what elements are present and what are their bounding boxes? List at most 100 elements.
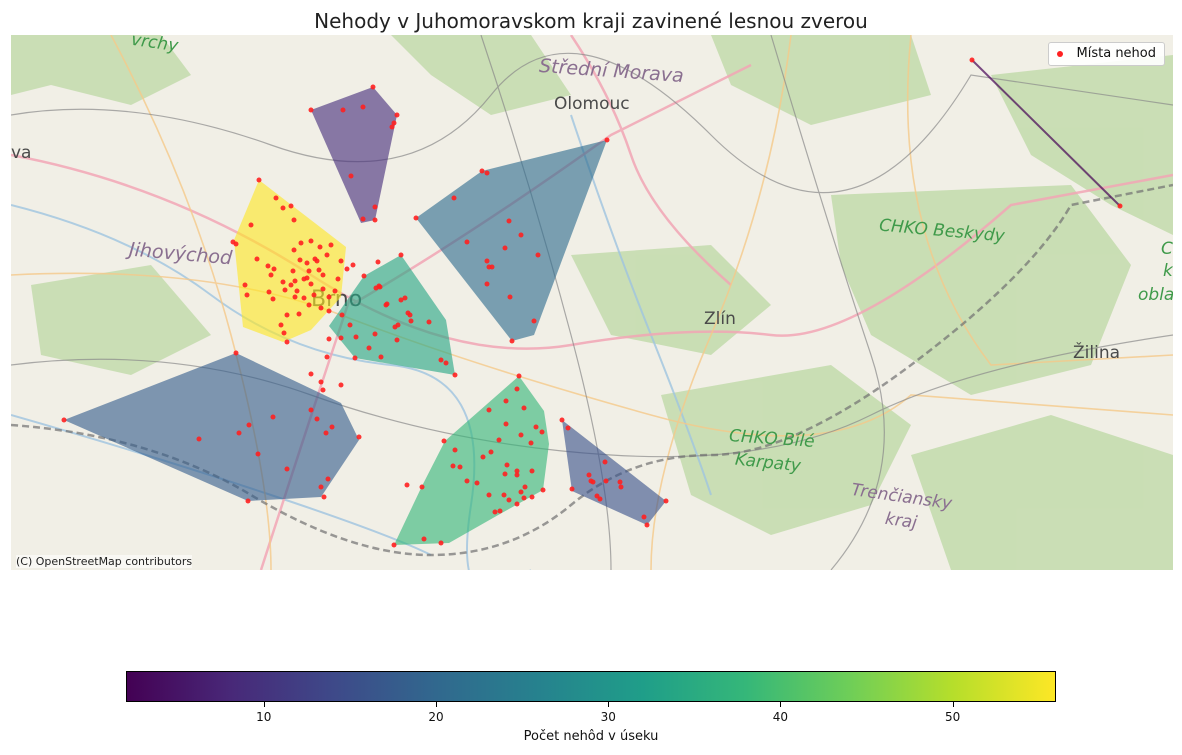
accident-point <box>292 294 298 300</box>
accident-point <box>291 247 297 253</box>
accident-point <box>441 438 447 444</box>
region-purple-north <box>311 87 397 223</box>
accident-point <box>486 264 492 270</box>
accident-point <box>323 430 329 436</box>
accident-point <box>586 472 592 478</box>
accident-point <box>61 417 67 423</box>
accident-point <box>328 242 334 248</box>
accident-point <box>486 492 492 498</box>
map-label-va: va <box>11 143 32 163</box>
accident-point <box>318 484 324 490</box>
accident-overlay <box>61 57 1123 548</box>
accident-point <box>311 292 317 298</box>
accident-point <box>255 451 261 457</box>
accident-point <box>326 308 332 314</box>
accident-point <box>273 195 279 201</box>
accident-point <box>294 288 300 294</box>
colorbar-tick-label: 10 <box>256 710 272 724</box>
accident-point <box>398 297 404 303</box>
accident-point <box>242 282 248 288</box>
accident-point <box>450 463 456 469</box>
accident-point <box>419 484 425 490</box>
accident-point <box>474 480 480 486</box>
accident-point <box>514 472 520 478</box>
accident-point <box>306 268 312 274</box>
accident-point <box>301 276 307 282</box>
accident-point <box>266 289 272 295</box>
accident-point <box>270 414 276 420</box>
accident-point <box>256 177 262 183</box>
accident-point <box>395 322 401 328</box>
accident-point <box>233 350 239 356</box>
accident-point <box>539 429 545 435</box>
accident-point <box>464 239 470 245</box>
accident-point <box>443 360 449 366</box>
region-blue-northeast <box>416 140 607 341</box>
accident-point <box>507 294 513 300</box>
accident-point <box>332 288 338 294</box>
region-teal-brno <box>329 255 455 375</box>
accident-point <box>278 322 284 328</box>
accident-point <box>304 260 310 266</box>
accident-point <box>370 84 376 90</box>
accident-point <box>375 259 381 265</box>
accident-point <box>316 267 322 273</box>
colorbar-tick <box>608 702 610 707</box>
accident-point <box>509 338 515 344</box>
accident-point <box>318 379 324 385</box>
accident-point <box>308 407 314 413</box>
accident-point <box>296 311 302 317</box>
accident-point <box>391 120 397 126</box>
accident-point <box>353 334 359 340</box>
accident-point <box>248 222 254 228</box>
accident-point <box>314 416 320 422</box>
accident-point <box>404 482 410 488</box>
accident-point <box>506 218 512 224</box>
accident-point <box>641 514 647 520</box>
legend-label: Místa nehod <box>1076 46 1156 61</box>
accident-point <box>297 257 303 263</box>
accident-point <box>540 487 546 493</box>
accident-point <box>514 386 520 392</box>
accident-point <box>290 268 296 274</box>
accident-point <box>518 489 524 495</box>
accident-point <box>335 276 341 282</box>
accident-point <box>292 278 298 284</box>
map-title: Nehody v Juhomoravskom kraji zavinené le… <box>314 9 868 33</box>
accident-point <box>394 337 400 343</box>
accident-point <box>308 371 314 377</box>
map-label-zilina: Žilina <box>1073 343 1121 363</box>
accident-point <box>339 312 345 318</box>
legend: Místa nehod <box>1047 42 1165 66</box>
accident-point <box>245 498 251 504</box>
map-area[interactable]: vrchy va Střední Morava Olomouc CHKO Bes… <box>11 35 1173 570</box>
map-label-ch: CH <box>1161 239 1173 259</box>
accident-point <box>320 387 326 393</box>
accident-point <box>569 486 575 492</box>
accident-point <box>644 522 650 528</box>
accident-point <box>529 494 535 500</box>
accident-point <box>457 464 463 470</box>
colorbar-tick-label: 40 <box>772 710 789 724</box>
accident-point <box>338 258 344 264</box>
accident-point <box>284 339 290 345</box>
colorbar-tick <box>952 702 954 707</box>
accident-point <box>506 497 512 503</box>
colorbar <box>126 671 1056 702</box>
accident-point <box>518 232 524 238</box>
accident-point <box>326 336 332 342</box>
accident-point <box>254 256 260 262</box>
accident-point <box>361 273 367 279</box>
accident-point <box>533 424 539 430</box>
accident-point <box>326 294 332 300</box>
accident-point <box>301 295 307 301</box>
accident-point <box>356 434 362 440</box>
colorbar-label: Počet nehôd v úseku <box>523 729 659 744</box>
accident-point <box>280 205 286 211</box>
accident-point <box>405 310 411 316</box>
accident-point <box>535 252 541 258</box>
accident-point <box>372 331 378 337</box>
accident-point <box>531 318 537 324</box>
accident-point <box>366 345 372 351</box>
accident-point <box>565 425 571 431</box>
